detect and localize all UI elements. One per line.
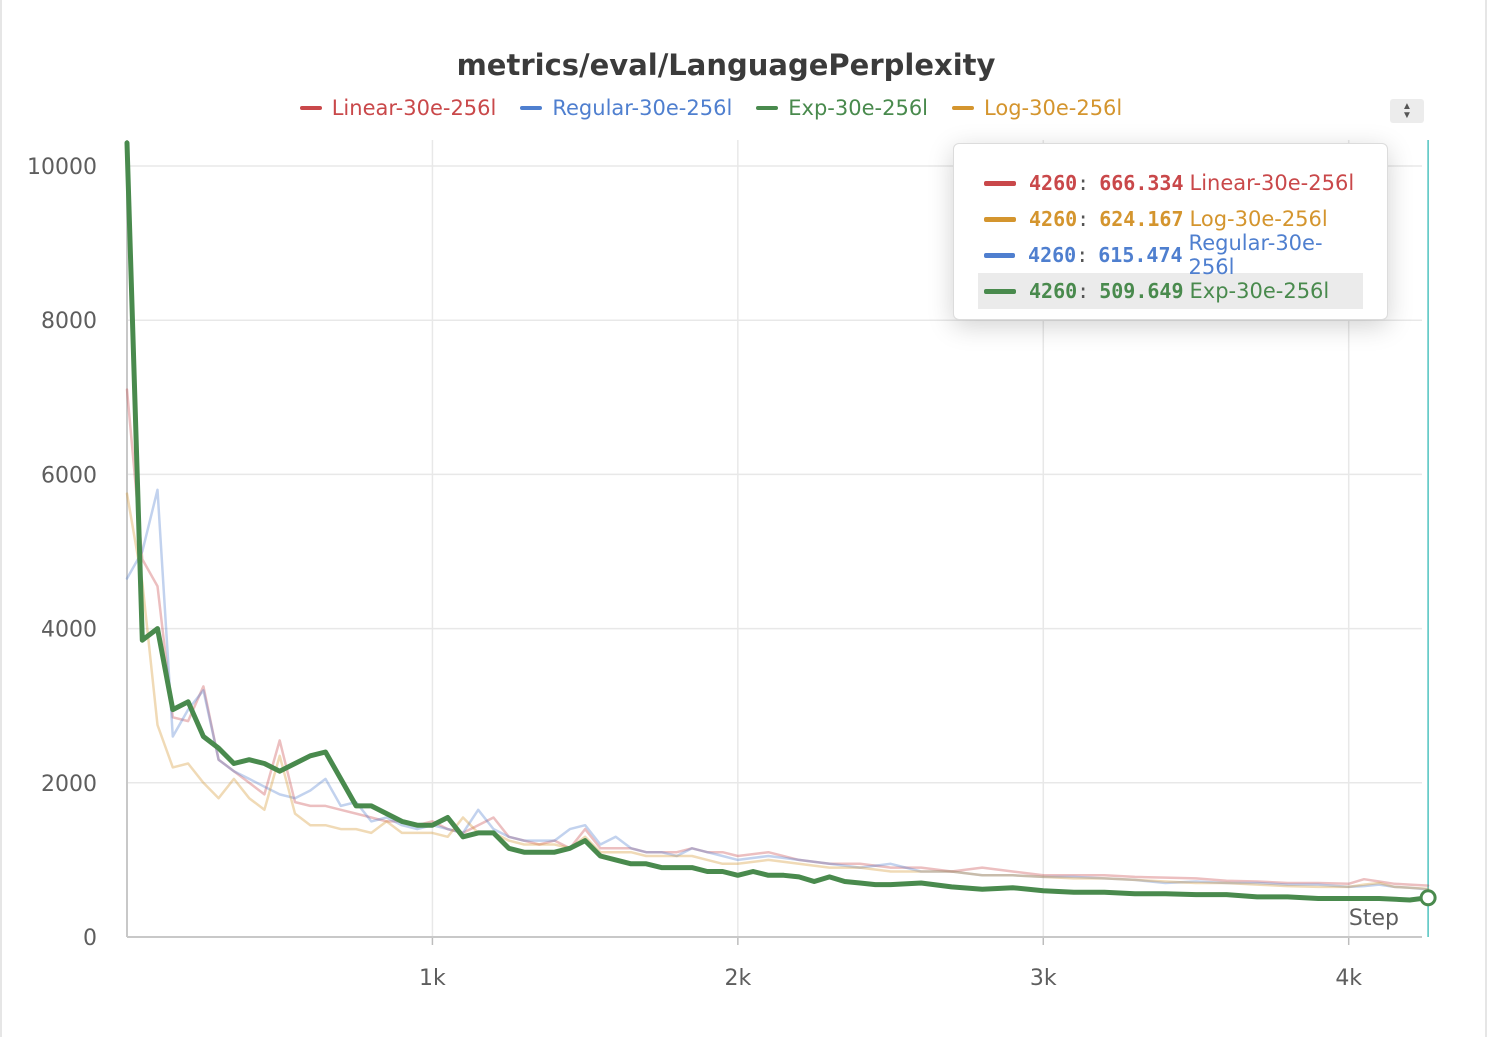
y-tick-label: 6000: [41, 463, 97, 488]
tooltip-value: 624.167: [1099, 207, 1184, 231]
tooltip-step: 4260: [1028, 243, 1077, 267]
legend-label-exp: Exp-30e-256l: [788, 96, 929, 120]
legend-label-regular: Regular-30e-256l: [552, 96, 733, 120]
series-line-Exp-30e-256l: [124, 140, 1431, 903]
series-line-Linear-30e-256l: [125, 388, 1430, 887]
tooltip-value: 509.649: [1099, 279, 1184, 303]
tooltip-series-name: Linear-30e-256l: [1189, 171, 1355, 195]
tooltip-value: 615.474: [1098, 243, 1183, 267]
legend-item-exp[interactable]: Exp-30e-256l: [756, 96, 928, 120]
y-tick-label: 4000: [41, 618, 97, 643]
legend-item-regular[interactable]: Regular-30e-256l: [520, 96, 732, 120]
tooltip-step: 4260: [1029, 279, 1078, 303]
series-line-Regular-30e-256l: [125, 488, 1430, 891]
tooltip-series-name: Exp-30e-256l: [1189, 279, 1330, 303]
legend-item-linear[interactable]: Linear-30e-256l: [299, 96, 497, 120]
sort-arrows-icon[interactable]: ▲ ▼: [1390, 99, 1424, 123]
tooltip-series-name: Regular-30e-256l: [1188, 231, 1323, 279]
legend-swatch-log: [952, 106, 975, 110]
tooltip-series-name: Log-30e-256l: [1189, 207, 1328, 231]
legend-item-log[interactable]: Log-30e-256l: [952, 96, 1122, 120]
x-tick-label: 3k: [1030, 966, 1057, 991]
tooltip-swatch: [984, 252, 1016, 258]
x-tick-label: 1k: [419, 966, 446, 991]
tooltip-row: 4260 : 615.474 Regular-30e-256l: [978, 231, 1363, 279]
x-tick-label: 2k: [724, 966, 751, 991]
hover-tooltip: 4260 : 666.334 Linear-30e-256l 4260 : 62…: [953, 143, 1388, 320]
legend-label-linear: Linear-30e-256l: [331, 96, 497, 120]
legend-swatch-linear: [299, 106, 322, 110]
legend-swatch-exp: [756, 106, 779, 110]
hover-point: [1419, 889, 1437, 907]
tooltip-row: 4260 : 666.334 Linear-30e-256l: [978, 165, 1363, 201]
x-axis-label: Step: [1349, 906, 1399, 931]
y-tick-label: 0: [83, 926, 97, 951]
x-tick-label: 4k: [1335, 966, 1362, 991]
legend-label-log: Log-30e-256l: [984, 96, 1123, 120]
y-tick-label: 2000: [41, 772, 97, 797]
tooltip-step: 4260: [1029, 171, 1078, 195]
tooltip-swatch: [984, 288, 1016, 294]
tooltip-value: 666.334: [1099, 171, 1184, 195]
series-line-Log-30e-256l: [125, 492, 1430, 891]
tooltip-swatch: [984, 180, 1016, 186]
tooltip-row-highlighted: 4260 : 509.649 Exp-30e-256l: [978, 273, 1363, 309]
chart-title: metrics/eval/LanguagePerplexity: [456, 48, 996, 82]
tooltip-swatch: [984, 216, 1016, 222]
legend-swatch-regular: [520, 106, 543, 110]
tooltip-step: 4260: [1029, 207, 1078, 231]
y-tick-label: 10000: [27, 155, 97, 180]
y-tick-label: 8000: [41, 309, 97, 334]
legend: Linear-30e-256l Regular-30e-256l Exp-30e…: [2, 96, 1420, 120]
tooltip-row: 4260 : 624.167 Log-30e-256l: [978, 201, 1363, 237]
